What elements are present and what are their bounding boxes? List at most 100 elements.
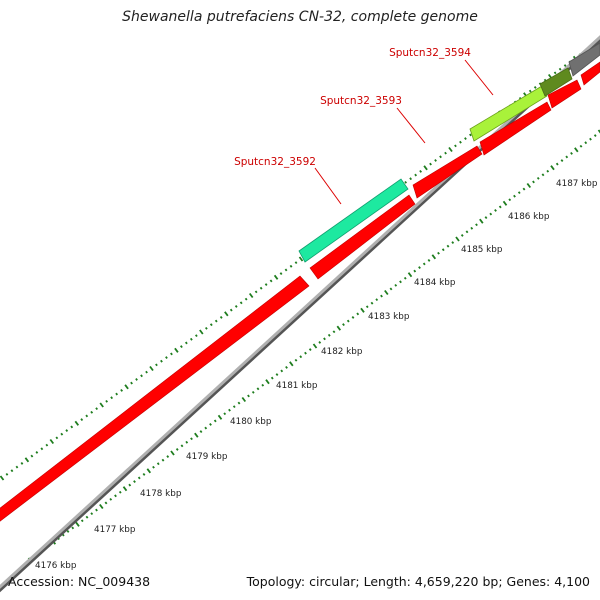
minor-tick — [560, 159, 564, 162]
minor-tick — [294, 261, 298, 265]
minor-tick — [71, 526, 75, 530]
major-tick — [550, 165, 555, 171]
major-tick — [479, 218, 484, 224]
minor-tick — [184, 341, 188, 345]
minor-tick — [351, 316, 355, 319]
minor-tick — [244, 297, 248, 301]
minor-tick — [365, 305, 369, 309]
minor-tick — [199, 430, 203, 434]
minor-tick — [114, 494, 117, 498]
major-tick — [75, 521, 80, 527]
minor-tick — [161, 458, 165, 462]
minor-tick — [437, 251, 440, 255]
minor-tick — [327, 333, 331, 337]
minor-tick — [454, 144, 457, 148]
minor-tick — [209, 423, 212, 426]
minor-tick — [446, 244, 450, 248]
minor-tick — [563, 64, 567, 67]
major-tick — [124, 384, 129, 390]
gene-sputcn32-3594[interactable] — [469, 85, 548, 142]
minor-tick — [356, 312, 360, 316]
minor-tick — [403, 276, 407, 280]
scale-label: 4176 kbp — [35, 561, 77, 571]
minor-tick — [318, 341, 322, 344]
minor-tick — [55, 436, 59, 440]
cds-arrow-3596[interactable] — [580, 61, 600, 86]
minor-tick — [70, 425, 74, 429]
gene-label-3594[interactable]: Sputcn32_3594 — [389, 47, 471, 59]
backbone-line — [0, 35, 600, 589]
minor-tick — [228, 408, 231, 412]
scale-label: 4185 kbp — [461, 245, 503, 255]
major-tick — [289, 361, 294, 367]
minor-tick — [465, 230, 469, 234]
minor-tick — [15, 465, 19, 469]
major-tick — [597, 129, 600, 134]
minor-tick — [285, 365, 288, 369]
minor-tick — [370, 301, 374, 305]
minor-tick — [593, 134, 597, 137]
major-tick — [49, 438, 55, 445]
minor-tick — [323, 337, 326, 341]
map-title: Shewanella putrefaciens CN-32, complete … — [122, 9, 478, 25]
minor-tick — [135, 378, 138, 381]
minor-tick — [185, 440, 189, 444]
minor-tick — [533, 86, 537, 89]
major-tick — [265, 379, 270, 385]
gene-label-3592[interactable]: Sputcn32_3592 — [234, 156, 316, 168]
minor-tick — [156, 462, 160, 466]
minor-tick — [414, 173, 418, 177]
gene-label-3593[interactable]: Sputcn32_3593 — [320, 95, 402, 107]
major-tick — [298, 256, 304, 262]
scale-label: 4183 kbp — [368, 312, 410, 322]
leader-3594 — [464, 59, 494, 96]
minor-tick — [555, 162, 559, 166]
minor-tick — [464, 137, 467, 140]
minor-tick — [194, 334, 198, 338]
minor-tick — [247, 394, 250, 398]
cds-arrow-3594-a[interactable] — [412, 145, 483, 199]
minor-tick — [204, 326, 208, 330]
minor-tick — [234, 305, 238, 308]
major-tick — [74, 420, 80, 426]
cds-arrow-3595[interactable] — [547, 79, 582, 109]
major-tick — [312, 343, 318, 349]
minor-tick — [90, 410, 94, 414]
minor-tick — [254, 290, 258, 294]
minor-tick — [494, 209, 497, 212]
minor-tick — [589, 137, 592, 141]
major-tick — [336, 325, 342, 331]
minor-tick — [237, 401, 241, 405]
minor-tick — [110, 396, 114, 400]
minor-tick — [5, 472, 9, 476]
cds-arrow-3594-b[interactable] — [479, 101, 552, 156]
scale-label: 4180 kbp — [230, 417, 272, 427]
minor-tick — [441, 248, 445, 252]
minor-tick — [142, 472, 146, 476]
minor-tick — [536, 176, 540, 180]
minor-tick — [60, 432, 64, 436]
gene-olive[interactable] — [539, 67, 573, 97]
minor-tick — [342, 323, 345, 327]
major-tick — [99, 402, 104, 408]
minor-tick — [460, 234, 464, 237]
minor-tick — [85, 515, 89, 519]
cds-arrow-long[interactable] — [0, 275, 310, 525]
gene-sputcn32-3592[interactable] — [298, 178, 409, 263]
minor-tick — [584, 141, 588, 145]
genome-summary-text: Topology: circular; Length: 4,659,220 bp… — [246, 574, 590, 589]
minor-tick — [223, 412, 227, 416]
minor-tick — [475, 223, 478, 227]
minor-tick — [20, 461, 24, 465]
major-tick — [448, 146, 453, 153]
major-tick — [174, 347, 179, 353]
minor-tick — [579, 144, 583, 148]
gene-gray[interactable] — [568, 42, 600, 77]
minor-tick — [409, 177, 413, 181]
minor-tick — [346, 319, 350, 323]
minor-tick — [109, 497, 113, 501]
minor-tick — [155, 363, 158, 367]
cds-arrow-3593[interactable] — [309, 194, 416, 280]
minor-tick — [513, 194, 516, 198]
scale-label: 4186 kbp — [508, 212, 550, 222]
